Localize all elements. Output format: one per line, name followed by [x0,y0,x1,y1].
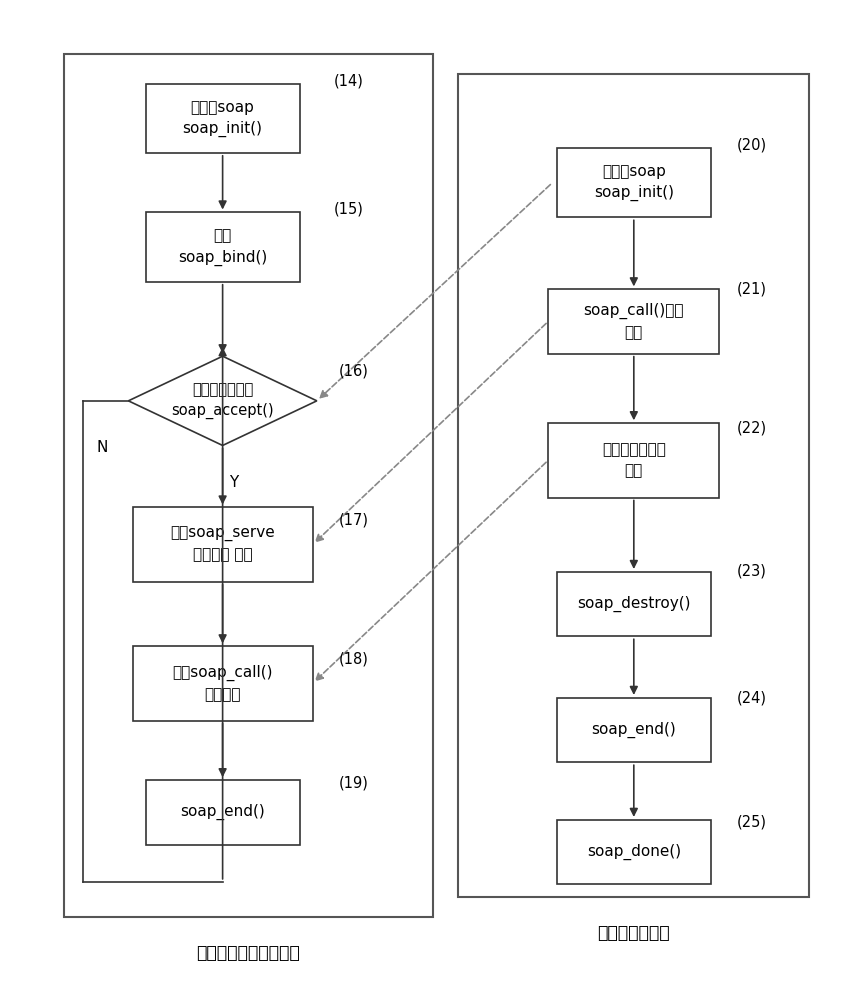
Text: N: N [97,440,108,455]
Text: (17): (17) [338,512,368,527]
Text: 本地智能配电终端设备: 本地智能配电终端设备 [196,944,300,962]
Text: (16): (16) [338,364,368,379]
Text: (14): (14) [334,73,364,88]
Text: (24): (24) [737,691,766,706]
FancyBboxPatch shape [145,780,299,845]
Text: soap_call()函数
调用: soap_call()函数 调用 [584,303,684,340]
FancyBboxPatch shape [548,289,720,354]
Text: (25): (25) [737,815,766,830]
Text: 初始化soap
soap_init(): 初始化soap soap_init() [593,164,674,201]
Text: soap_done(): soap_done() [586,844,681,860]
Text: soap_end(): soap_end() [180,804,265,820]
FancyBboxPatch shape [548,423,720,498]
Text: 远程便携式设备: 远程便携式设备 [598,924,670,942]
Text: Y: Y [229,475,239,490]
Text: 绑定
soap_bind(): 绑定 soap_bind() [178,229,267,266]
FancyBboxPatch shape [132,507,312,582]
Text: (19): (19) [338,775,368,790]
Text: 等待客户端请求
soap_accept(): 等待客户端请求 soap_accept() [171,382,274,419]
Text: 处理soap_call()
函数调用: 处理soap_call() 函数调用 [172,665,272,702]
FancyBboxPatch shape [145,84,299,153]
FancyBboxPatch shape [132,646,312,721]
Text: 初始化soap
soap_init(): 初始化soap soap_init() [183,100,263,137]
Text: (23): (23) [737,564,766,579]
Text: 处理返回的请求
结果: 处理返回的请求 结果 [602,442,666,478]
FancyBboxPatch shape [557,148,711,217]
FancyBboxPatch shape [557,698,711,762]
Text: soap_destroy(): soap_destroy() [577,596,690,612]
FancyBboxPatch shape [145,212,299,282]
Polygon shape [128,356,317,445]
Text: (22): (22) [737,420,766,435]
Text: soap_end(): soap_end() [592,722,676,738]
Text: (20): (20) [737,137,766,152]
Text: (21): (21) [737,281,766,296]
Text: (18): (18) [338,651,368,666]
FancyBboxPatch shape [557,572,711,636]
FancyBboxPatch shape [557,820,711,884]
Text: 查询soap_serve
请求函数 列表: 查询soap_serve 请求函数 列表 [170,527,275,563]
Text: (15): (15) [334,202,364,217]
